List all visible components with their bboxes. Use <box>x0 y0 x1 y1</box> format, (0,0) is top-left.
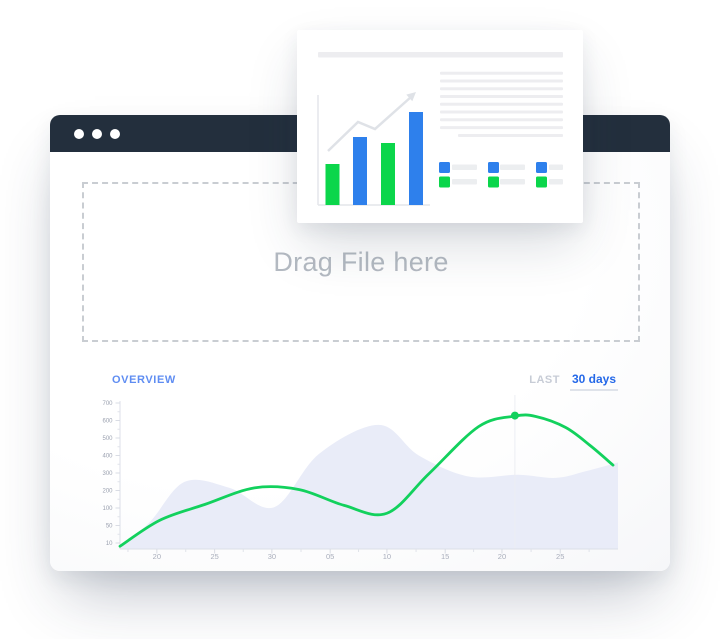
window-dot-icon <box>74 128 84 139</box>
legend-square-green <box>439 176 450 188</box>
legend-square-blue <box>439 162 450 173</box>
svg-text:30: 30 <box>268 552 276 561</box>
bar-green-1 <box>325 164 340 205</box>
dropzone-label: Drag File here <box>273 246 449 277</box>
overview-panel: OVERVIEW LAST 30 days 700 600 500 400 300 200 1… <box>95 360 625 570</box>
svg-text:700: 700 <box>102 401 113 407</box>
svg-text:05: 05 <box>326 552 334 561</box>
period-label: LAST <box>529 374 560 386</box>
svg-text:400: 400 <box>102 454 113 460</box>
bar-blue-1 <box>353 137 367 205</box>
legend-square-green <box>488 176 499 188</box>
trend-arrow-line <box>327 96 412 152</box>
svg-text:50: 50 <box>106 524 113 530</box>
bar-blue-2 <box>409 112 423 205</box>
period-select[interactable]: 30 days <box>569 372 618 391</box>
title-placeholder-bar <box>318 52 563 58</box>
legend-square-blue <box>536 162 547 173</box>
svg-text:20: 20 <box>153 552 161 561</box>
stats-card-illustration <box>297 30 583 223</box>
overview-header: OVERVIEW LAST 30 days <box>112 372 618 391</box>
window-dot-icon <box>110 128 120 139</box>
overview-chart: 700 600 500 400 300 200 100 50 10 20 25 30 05 10 15 20 2… <box>102 395 618 561</box>
period-control: LAST 30 days <box>529 372 618 391</box>
svg-text:500: 500 <box>102 436 113 442</box>
svg-text:200: 200 <box>102 489 113 495</box>
text-placeholder-lines <box>440 71 563 137</box>
svg-text:100: 100 <box>102 506 113 512</box>
svg-text:15: 15 <box>441 552 449 561</box>
svg-text:25: 25 <box>556 552 564 561</box>
svg-text:25: 25 <box>210 552 218 561</box>
trend-arrow-head-icon <box>406 92 416 102</box>
legend-square-green <box>536 176 547 188</box>
svg-text:10: 10 <box>106 541 113 547</box>
svg-text:10: 10 <box>383 552 391 561</box>
window-dot-icon <box>92 128 102 139</box>
svg-text:300: 300 <box>102 471 113 477</box>
svg-text:20: 20 <box>498 552 506 561</box>
bar-green-2 <box>381 143 395 205</box>
stats-card-graphic <box>317 52 563 206</box>
legend-square-blue <box>488 162 499 173</box>
legend-rows <box>439 162 563 188</box>
overview-title: OVERVIEW <box>112 374 176 386</box>
svg-text:600: 600 <box>102 419 113 425</box>
mini-bar-chart <box>317 92 430 206</box>
